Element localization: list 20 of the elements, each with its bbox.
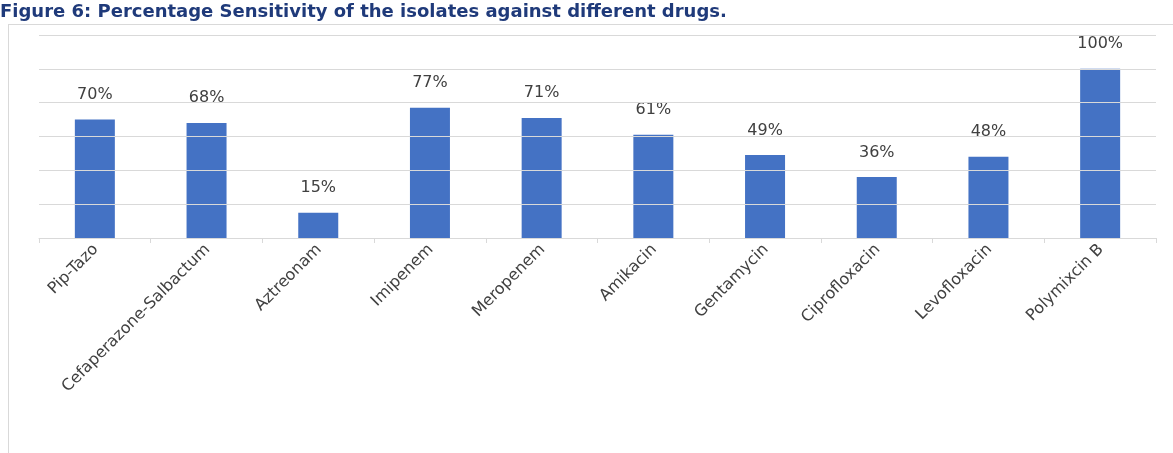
bar [298, 212, 339, 238]
bar [521, 117, 562, 238]
chart-title: Figure 6: Percentage Sensitivity of the isolates against different drugs. [0, 0, 727, 21]
bar [186, 122, 227, 238]
data-label: 71% [523, 82, 560, 102]
data-label: 100% [1077, 33, 1124, 53]
bar [74, 119, 115, 238]
bar [745, 155, 786, 238]
data-label: 15% [300, 177, 337, 197]
data-label: 70% [77, 84, 113, 104]
bar [856, 177, 897, 238]
data-label: 77% [412, 72, 448, 92]
bar [633, 134, 674, 238]
data-label: 36% [858, 141, 895, 161]
bar [1080, 68, 1121, 238]
data-label: 48% [970, 121, 1007, 141]
bar [968, 156, 1009, 238]
data-label: 68% [188, 87, 225, 107]
data-label: 49% [747, 119, 783, 139]
bar [409, 107, 450, 238]
